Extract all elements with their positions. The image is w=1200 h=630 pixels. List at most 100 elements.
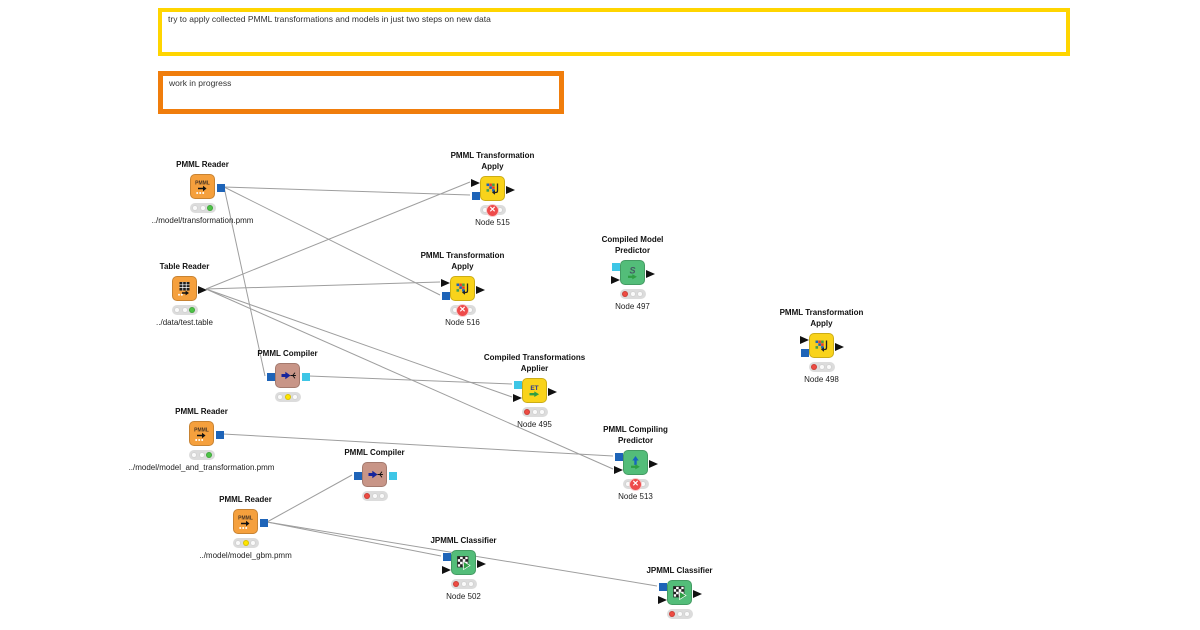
transformation-apply-icon: [483, 179, 502, 198]
transformation-apply-icon: [812, 336, 831, 355]
pmml-output-port[interactable]: [216, 184, 225, 192]
jpmml-classifier-icon: [454, 553, 473, 572]
data-output-port[interactable]: [476, 285, 485, 294]
pmml-reader-2[interactable]: PMML: [189, 421, 224, 446]
pmml-input-port[interactable]: [615, 453, 623, 461]
compiled-input-port[interactable]: [612, 263, 620, 271]
data-input-port[interactable]: [658, 595, 667, 604]
pmml-input-port[interactable]: [442, 292, 450, 300]
connection-line[interactable]: [205, 181, 471, 290]
green-light: [379, 493, 386, 499]
connection-line[interactable]: [223, 186, 266, 377]
red-light: [191, 205, 198, 211]
svg-text:ET: ET: [530, 385, 538, 392]
data-input-port[interactable]: [471, 178, 480, 187]
pmml-input-port[interactable]: [472, 192, 480, 200]
connection-line[interactable]: [205, 281, 441, 290]
data-output-port[interactable]: [649, 459, 658, 468]
data-output-port[interactable]: [506, 185, 515, 194]
pmml-compiling-predictor-513[interactable]: [614, 450, 658, 475]
pmml-compiler-icon: [278, 366, 297, 385]
yellow-light: [818, 364, 825, 370]
pmml-input-port[interactable]: [659, 583, 667, 591]
green-light: [250, 540, 257, 546]
green-light: [468, 581, 475, 587]
data-output-port[interactable]: [693, 589, 702, 598]
node-label: ../model/model_gbm.pmm: [199, 551, 292, 560]
node-label: ../model/transformation.pmm: [151, 216, 254, 225]
connection-line[interactable]: [223, 186, 471, 196]
pmml-compiling-predictor-icon: [626, 453, 645, 472]
pmml-reader-3[interactable]: PMML: [233, 509, 268, 534]
compiled-input-port[interactable]: [514, 381, 522, 389]
pmml-input-port[interactable]: [354, 472, 362, 480]
workflow-annotation-orange[interactable]: work in progress: [158, 71, 564, 114]
compiled-transformations-applier-495[interactable]: ET: [513, 378, 557, 403]
node-label: ../data/test.table: [156, 318, 213, 327]
connection-line[interactable]: [266, 521, 442, 557]
node-title: PMML Transformation Apply: [450, 151, 535, 171]
red-light: [621, 291, 628, 297]
workflow-annotation-yellow[interactable]: try to apply collected PMML transformati…: [158, 8, 1070, 56]
pmml-reader-icon: PMML: [236, 512, 255, 531]
compiled-transformations-applier-icon: ET: [525, 381, 544, 400]
pmml-reader-icon: PMML: [193, 177, 212, 196]
connection-line[interactable]: [266, 474, 353, 523]
pmml-transformation-apply-515[interactable]: [471, 176, 515, 201]
pmml-compiler-2[interactable]: [354, 462, 397, 487]
green-light: [207, 205, 214, 211]
pmml-compiler-1[interactable]: [267, 363, 310, 388]
green-light: [292, 394, 299, 400]
data-output-port[interactable]: [646, 269, 655, 278]
node-title: PMML Reader: [219, 494, 272, 504]
jpmml-classifier-2[interactable]: [658, 580, 702, 605]
node-title: JPMML Classifier: [430, 535, 497, 545]
jpmml-classifier-502[interactable]: [442, 550, 486, 575]
data-output-port[interactable]: [477, 559, 486, 568]
pmml-output-port[interactable]: [215, 431, 224, 439]
yellow-light: [242, 540, 249, 546]
green-light: [826, 364, 833, 370]
data-input-port[interactable]: [513, 393, 522, 402]
compiled-output-port[interactable]: [388, 472, 397, 480]
data-output-port[interactable]: [548, 387, 557, 396]
green-light: [189, 307, 196, 313]
red-light: [668, 611, 675, 617]
node-label: ../model/model_and_transformation.pmm: [128, 463, 275, 472]
connection-line[interactable]: [308, 375, 513, 385]
connection-line[interactable]: [205, 288, 614, 470]
data-input-port[interactable]: [614, 465, 623, 474]
compiled-model-predictor-497[interactable]: S: [611, 260, 655, 285]
svg-text:PMML: PMML: [195, 181, 210, 187]
annotation-text: work in progress: [169, 78, 232, 88]
pmml-input-port[interactable]: [443, 553, 451, 561]
connection-line[interactable]: [205, 288, 513, 398]
data-input-port[interactable]: [441, 278, 450, 287]
pmml-reader-1[interactable]: PMML: [190, 174, 225, 199]
data-output-port[interactable]: [835, 342, 844, 351]
connection-line[interactable]: [222, 433, 614, 457]
data-output-port[interactable]: [198, 285, 207, 294]
red-light: [276, 394, 283, 400]
red-light: [190, 452, 197, 458]
green-light: [206, 452, 213, 458]
pmml-transformation-apply-516[interactable]: [441, 276, 485, 301]
status-traffic-light: [274, 392, 301, 402]
pmml-transformation-apply-498[interactable]: [800, 333, 844, 358]
table-reader-icon: [175, 279, 194, 298]
node-label: Node 495: [517, 420, 552, 429]
connection-line[interactable]: [223, 186, 441, 296]
pmml-input-port[interactable]: [801, 349, 809, 357]
data-input-port[interactable]: [442, 565, 451, 574]
pmml-output-port[interactable]: [259, 519, 268, 527]
table-reader[interactable]: [172, 276, 207, 301]
yellow-light: [676, 611, 683, 617]
compiled-output-port[interactable]: [301, 373, 310, 381]
data-input-port[interactable]: [611, 275, 620, 284]
node-title: PMML Transformation Apply: [420, 251, 505, 271]
pmml-input-port[interactable]: [267, 373, 275, 381]
data-input-port[interactable]: [800, 335, 809, 344]
svg-text:PMML: PMML: [238, 516, 253, 522]
